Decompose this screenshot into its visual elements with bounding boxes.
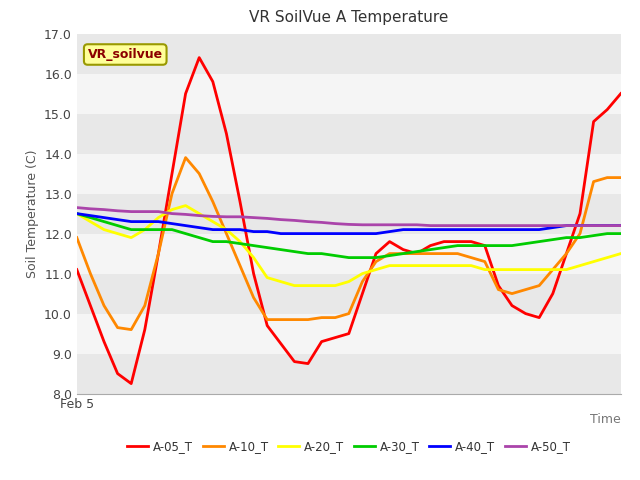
Bar xyxy=(77,154,621,193)
Bar xyxy=(77,114,621,154)
Bar xyxy=(77,34,621,73)
Bar xyxy=(77,274,621,313)
Legend: A-05_T, A-10_T, A-20_T, A-30_T, A-40_T, A-50_T: A-05_T, A-10_T, A-20_T, A-30_T, A-40_T, … xyxy=(122,435,575,458)
Bar xyxy=(77,234,621,274)
Bar xyxy=(77,313,621,354)
Bar xyxy=(77,193,621,234)
Bar xyxy=(77,73,621,114)
Y-axis label: Soil Temperature (C): Soil Temperature (C) xyxy=(26,149,38,278)
Title: VR SoilVue A Temperature: VR SoilVue A Temperature xyxy=(249,11,449,25)
Text: Time: Time xyxy=(590,413,621,426)
Bar xyxy=(77,354,621,394)
Text: VR_soilvue: VR_soilvue xyxy=(88,48,163,61)
